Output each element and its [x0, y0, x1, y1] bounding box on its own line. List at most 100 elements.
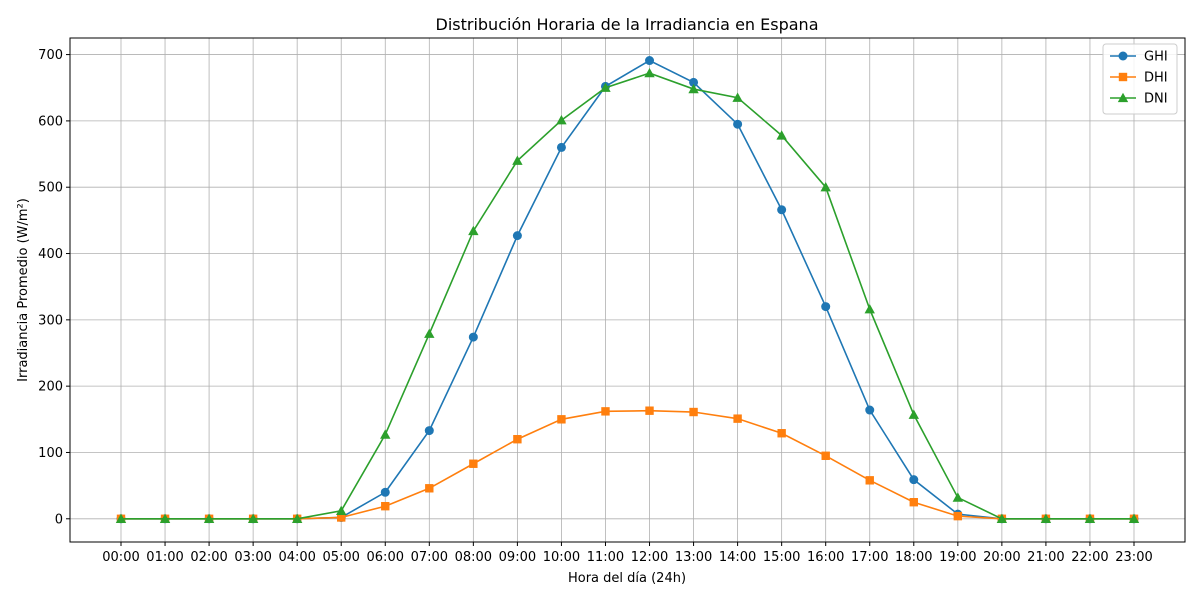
- y-tick-label: 500: [38, 181, 63, 196]
- data-point-dhi: [645, 406, 654, 415]
- data-point-dni: [908, 409, 919, 419]
- data-point-dhi: [821, 451, 830, 460]
- data-point-ghi: [468, 332, 478, 342]
- y-tick-label: 700: [38, 48, 63, 63]
- data-point-ghi: [512, 231, 522, 241]
- x-axis-label: Hora del día (24h): [568, 571, 686, 586]
- x-tick-label: 06:00: [367, 550, 404, 565]
- x-tick-label: 10:00: [543, 550, 580, 565]
- y-tick-label: 400: [38, 247, 63, 262]
- y-axis: 0 100 200 300 400 500 600 700: [38, 48, 70, 527]
- data-point-dni: [380, 429, 391, 439]
- data-point-ghi: [733, 119, 743, 129]
- data-point-dhi: [601, 407, 610, 416]
- data-point-ghi: [556, 142, 566, 152]
- y-tick-label: 200: [38, 380, 63, 395]
- data-point-dni: [424, 328, 435, 338]
- y-tick-label: 600: [38, 114, 63, 129]
- data-point-dhi: [425, 484, 434, 493]
- data-point-dni: [291, 513, 303, 523]
- x-tick-label: 03:00: [234, 550, 271, 565]
- data-point-dhi: [513, 435, 522, 444]
- legend-marker: [1118, 72, 1128, 82]
- grid-lines: [70, 38, 1185, 542]
- x-tick-label: 18:00: [895, 550, 932, 565]
- data-point-dni: [688, 83, 699, 94]
- x-tick-label: 09:00: [499, 550, 536, 565]
- data-point-dhi: [469, 459, 478, 468]
- data-point-ghi: [777, 205, 787, 215]
- y-tick-label: 0: [55, 512, 63, 527]
- data-point-dni: [864, 304, 875, 314]
- x-tick-label: 13:00: [675, 550, 712, 565]
- x-tick-label: 22:00: [1071, 550, 1108, 565]
- x-tick-label: 05:00: [322, 550, 359, 565]
- data-point-dni: [203, 513, 215, 523]
- data-point-dhi: [689, 407, 698, 417]
- x-tick-label: 01:00: [146, 550, 183, 565]
- x-tick-label: 20:00: [983, 550, 1020, 565]
- data-point-dhi: [557, 415, 566, 424]
- x-tick-label: 23:00: [1115, 550, 1152, 565]
- data-point-dni: [732, 92, 743, 102]
- data-point-dhi: [337, 513, 346, 522]
- data-point-dhi: [865, 476, 874, 485]
- plot-area-frame: [69, 37, 1186, 543]
- data-point-ghi: [821, 302, 831, 312]
- data-point-dni: [556, 115, 567, 125]
- x-tick-label: 08:00: [455, 550, 492, 565]
- data-point-dni: [512, 155, 523, 165]
- data-point-dni: [1040, 513, 1052, 523]
- series-line-dni: [121, 72, 1134, 520]
- data-point-ghi: [865, 405, 875, 415]
- data-point-dni: [115, 513, 127, 523]
- x-tick-label: 16:00: [807, 550, 844, 565]
- data-point-dni: [776, 130, 787, 140]
- data-point-dni: [820, 182, 831, 192]
- x-tick-label: 07:00: [411, 550, 448, 565]
- x-tick-label: 17:00: [851, 550, 888, 565]
- data-point-ghi: [645, 56, 655, 66]
- y-tick-label: 100: [38, 446, 63, 461]
- data-point-dni: [644, 67, 655, 78]
- x-tick-label: 12:00: [631, 550, 668, 565]
- legend-marker: [1118, 51, 1128, 61]
- chart-title: Distribución Horaria de la Irradiancia e…: [436, 15, 819, 34]
- data-point-dni: [159, 513, 171, 523]
- x-tick-label: 15:00: [763, 550, 800, 565]
- series-dhi: [116, 406, 1139, 523]
- x-tick-label: 02:00: [190, 550, 227, 565]
- x-tick-label: 11:00: [587, 550, 624, 565]
- y-tick-label: 300: [38, 313, 63, 328]
- data-point-ghi: [909, 475, 919, 485]
- data-point-dhi: [733, 414, 742, 423]
- series-line-dhi: [121, 409, 1134, 520]
- legend: GHI DHI DNI: [1102, 43, 1178, 115]
- x-tick-label: 21:00: [1027, 550, 1064, 565]
- data-point-dhi: [777, 429, 786, 438]
- x-tick-label: 04:00: [278, 550, 315, 565]
- series-ghi: [116, 56, 1139, 524]
- series-line-ghi: [121, 59, 1134, 520]
- data-point-ghi: [380, 487, 390, 497]
- legend-label: DHI: [1144, 71, 1168, 86]
- x-tick-label: 00:00: [102, 550, 139, 565]
- data-point-dni: [1084, 513, 1096, 523]
- data-point-dni: [247, 513, 259, 523]
- series-dni: [115, 67, 1140, 523]
- data-point-dhi: [909, 498, 918, 507]
- data-point-ghi: [424, 426, 434, 436]
- y-axis-label: Irradiancia Promedio (W/m²): [16, 198, 31, 382]
- x-tick-label: 19:00: [939, 550, 976, 565]
- data-point-dni: [600, 82, 611, 92]
- x-axis: 00:00 01:00 02:00 03:00 04:00 05:00 06:00 07:00…: [102, 542, 1153, 565]
- data-point-dhi: [953, 511, 963, 521]
- x-tick-label: 14:00: [719, 550, 756, 565]
- data-point-dni: [1128, 513, 1140, 523]
- legend-label: GHI: [1144, 50, 1168, 65]
- data-point-dni: [468, 225, 479, 236]
- legend-label: DNI: [1144, 92, 1168, 107]
- data-point-dhi: [381, 501, 390, 511]
- data-point-ghi: [689, 77, 699, 87]
